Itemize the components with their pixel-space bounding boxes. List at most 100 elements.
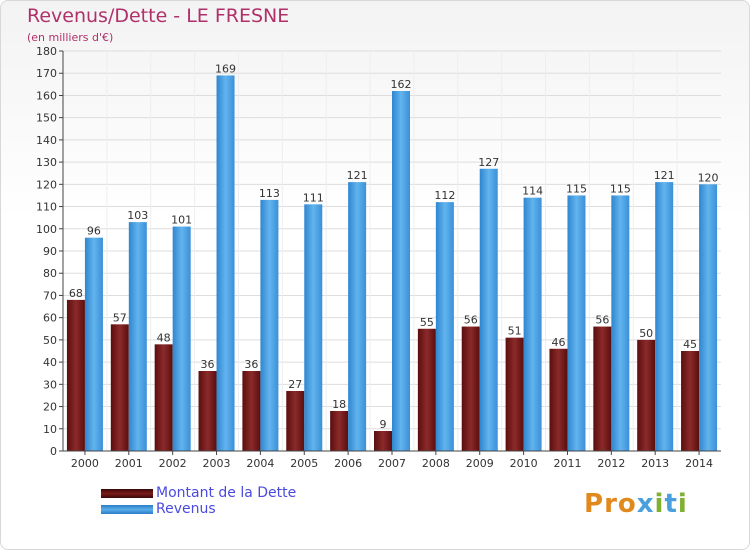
- logo-letter: i: [654, 489, 665, 519]
- data-label-debt: 55: [420, 316, 434, 329]
- y-tick-label: 100: [36, 223, 57, 236]
- data-label-debt: 36: [244, 358, 258, 371]
- x-tick-label: 2003: [203, 457, 231, 470]
- bar-debt: [374, 431, 392, 451]
- logo-letter: t: [664, 489, 678, 519]
- data-label-revenue: 114: [522, 185, 543, 198]
- bar-revenue: [216, 75, 235, 451]
- bar-revenue: [84, 237, 103, 451]
- bar-debt: [66, 299, 85, 451]
- bar-debt: [417, 328, 436, 451]
- logo-letter: x: [636, 489, 655, 519]
- data-label-revenue: 111: [303, 191, 324, 204]
- data-label-revenue: 127: [478, 156, 499, 169]
- data-label-revenue: 112: [434, 189, 455, 202]
- bar-debt: [505, 337, 524, 451]
- data-label-debt: 56: [464, 314, 478, 327]
- x-tick-label: 2000: [71, 457, 99, 470]
- bar-revenue: [392, 91, 410, 451]
- data-label-debt: 48: [157, 331, 171, 344]
- y-tick-label: 160: [36, 89, 57, 102]
- chart-subtitle: (en milliers d'€): [27, 31, 114, 44]
- data-label-revenue: 121: [347, 169, 368, 182]
- bar-revenue: [304, 204, 323, 451]
- y-tick-label: 80: [43, 267, 57, 280]
- y-tick-label: 30: [43, 378, 57, 391]
- logo-letter: r: [604, 489, 618, 519]
- data-label-debt: 68: [69, 287, 83, 300]
- bar-debt: [549, 348, 568, 451]
- y-tick-label: 40: [43, 356, 57, 369]
- y-tick-label: 110: [36, 201, 57, 214]
- bar-revenue: [523, 197, 542, 451]
- bar-revenue: [479, 168, 498, 451]
- y-tick-label: 180: [36, 45, 57, 58]
- x-tick-label: 2008: [422, 457, 450, 470]
- bar-chart: 0 10 20 30 40 50 60 70 80 90 100 110 120 130 140 150 160…: [36, 45, 721, 470]
- x-tick-label: 2001: [115, 457, 143, 470]
- x-tick-label: 2010: [510, 457, 538, 470]
- data-label-debt: 46: [551, 336, 565, 349]
- data-label-debt: 27: [288, 378, 302, 391]
- data-label-debt: 57: [113, 311, 127, 324]
- y-tick-label: 170: [36, 67, 57, 80]
- x-tick-label: 2012: [597, 457, 625, 470]
- y-tick-label: 150: [36, 112, 57, 125]
- x-tick-label: 2009: [466, 457, 494, 470]
- bar-debt: [593, 326, 612, 451]
- x-tick-label: 2002: [159, 457, 187, 470]
- bar-debt: [242, 371, 261, 451]
- bar-debt: [330, 411, 349, 451]
- data-label-debt: 50: [639, 327, 653, 340]
- data-label-revenue: 162: [391, 78, 412, 91]
- x-tick-label: 2011: [553, 457, 581, 470]
- bar-revenue: [611, 195, 630, 451]
- y-tick-label: 10: [43, 423, 57, 436]
- proxiti-logo: Proxiti: [584, 489, 688, 519]
- bar-debt: [637, 339, 656, 451]
- chart-title: Revenus/Dette - LE FRESNE: [27, 5, 290, 27]
- x-tick-label: 2005: [290, 457, 318, 470]
- x-tick-label: 2006: [334, 457, 362, 470]
- data-label-revenue: 115: [610, 182, 631, 195]
- data-label-debt: 56: [595, 314, 609, 327]
- bar-revenue: [699, 184, 718, 452]
- y-tick-label: 90: [43, 245, 57, 258]
- logo-letter: P: [584, 489, 605, 519]
- data-label-debt: 51: [508, 325, 522, 338]
- y-tick-label: 120: [36, 178, 57, 191]
- bar-revenue: [567, 195, 586, 451]
- data-label-revenue: 115: [566, 182, 587, 195]
- x-tick-label: 2013: [641, 457, 669, 470]
- legend-swatch-revenue: [101, 505, 153, 514]
- data-label-revenue: 120: [698, 171, 719, 184]
- data-label-revenue: 169: [215, 62, 236, 75]
- y-tick-label: 130: [36, 156, 57, 169]
- bar-revenue: [172, 226, 191, 451]
- data-label-revenue: 113: [259, 187, 280, 200]
- y-tick-label: 70: [43, 289, 57, 302]
- legend-label-debt: Montant de la Dette: [156, 485, 297, 501]
- y-tick-label: 20: [43, 401, 57, 414]
- bar-revenue: [128, 222, 147, 451]
- data-label-revenue: 96: [87, 225, 101, 238]
- y-tick-label: 50: [43, 334, 57, 347]
- bar-debt: [198, 371, 217, 451]
- logo-letter: i: [677, 489, 688, 519]
- bar-debt: [154, 344, 173, 451]
- bar-debt: [110, 324, 129, 451]
- bar-revenue: [348, 182, 367, 451]
- data-label-revenue: 103: [127, 209, 148, 222]
- data-label-debt: 9: [380, 418, 387, 431]
- y-tick-label: 60: [43, 312, 57, 325]
- bar-debt: [461, 326, 480, 451]
- bar-debt: [681, 351, 700, 451]
- x-tick-label: 2007: [378, 457, 406, 470]
- data-label-debt: 45: [683, 338, 697, 351]
- data-label-revenue: 101: [171, 214, 192, 227]
- data-label-debt: 18: [332, 398, 346, 411]
- logo-letter: o: [617, 489, 637, 519]
- bar-revenue: [435, 202, 454, 451]
- bar-revenue: [655, 182, 674, 451]
